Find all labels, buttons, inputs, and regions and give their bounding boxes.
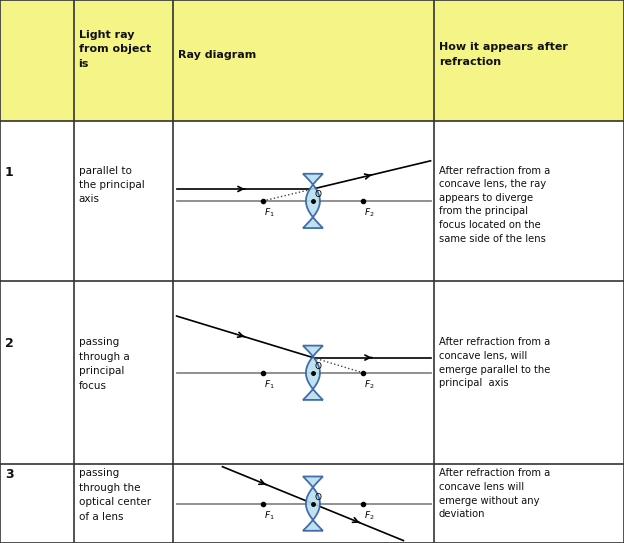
Text: $F_1$: $F_1$ [264,379,275,392]
Text: $F_2$: $F_2$ [364,509,374,522]
Text: How it appears after
refraction: How it appears after refraction [439,42,568,67]
Polygon shape [303,174,323,228]
Text: Light ray
from object
is: Light ray from object is [79,30,151,69]
Text: O: O [314,362,321,371]
Text: passing
through the
optical center
of a lens: passing through the optical center of a … [79,468,151,521]
Text: After refraction from a
concave lens will
emerge without any
deviation: After refraction from a concave lens wil… [439,468,550,519]
Text: O: O [314,493,321,502]
Text: parallel to
the principal
axis: parallel to the principal axis [79,166,144,204]
Polygon shape [303,477,323,531]
Text: 2: 2 [5,337,14,350]
Text: $F_1$: $F_1$ [264,509,275,522]
Polygon shape [303,346,323,400]
Text: O: O [314,190,321,199]
Bar [0,0,624,121]
Text: Ray diagram: Ray diagram [178,50,256,60]
Text: $F_1$: $F_1$ [264,207,275,219]
Text: passing
through a
principal
focus: passing through a principal focus [79,337,129,390]
Text: 3: 3 [5,468,14,481]
Text: After refraction from a
concave lens, the ray
appears to diverge
from the princi: After refraction from a concave lens, th… [439,166,550,244]
Text: $F_2$: $F_2$ [364,379,374,392]
Text: After refraction from a
concave lens, will
emerge parallel to the
principal  axi: After refraction from a concave lens, wi… [439,337,550,388]
Text: 1: 1 [5,166,14,179]
Text: $F_2$: $F_2$ [364,207,374,219]
